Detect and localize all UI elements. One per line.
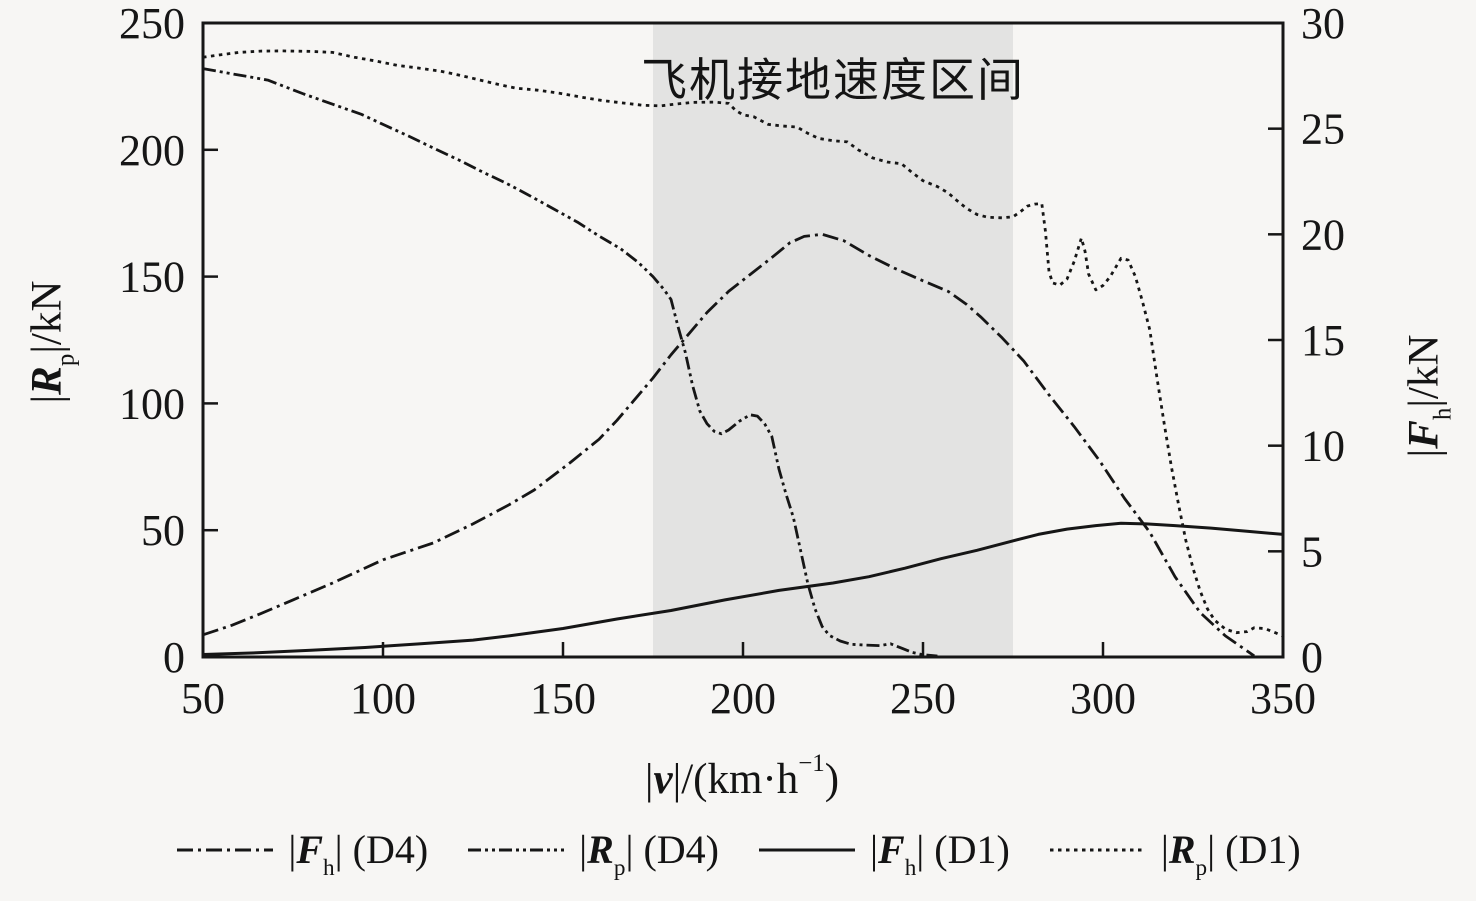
legend-line-sample-dashdotdot: [468, 848, 565, 851]
symbol-F: F: [1400, 420, 1448, 449]
subscript-h: h: [904, 854, 917, 881]
y-left-tick-label: 50: [141, 506, 185, 555]
bar-glyph: |: [23, 394, 71, 404]
legend-line-sample-dotted: [1049, 848, 1146, 851]
legend-label: |Rp| (D1): [1160, 826, 1301, 879]
symbol-F: F: [296, 827, 324, 872]
y-right-axis-label: |Fh|/kN: [1400, 334, 1457, 458]
x-tick-label: 350: [1250, 674, 1316, 723]
y-left-tick-label: 250: [119, 0, 185, 48]
symbol-R: R: [1168, 827, 1196, 872]
bar-glyph: |: [644, 756, 654, 803]
x-tick-label: 250: [890, 674, 956, 723]
y-left-axis-label: |Rp|/kN: [23, 280, 80, 404]
symbol-R: R: [23, 366, 71, 395]
y-right-tick-label: 0: [1301, 633, 1323, 682]
subscript-h: h: [323, 854, 335, 881]
y-right-tick-label: 15: [1301, 316, 1345, 365]
legend-item-fh-d1: |Fh| (D1): [757, 826, 1010, 879]
series-tag: | (D1): [916, 827, 1010, 872]
unit-text-close: ): [824, 756, 840, 803]
y-left-tick-label: 100: [119, 379, 185, 428]
series-tag: | (D4): [625, 827, 719, 872]
y-right-tick-label: 30: [1301, 0, 1345, 48]
legend-label: |Rp| (D4): [579, 826, 719, 879]
legend-item-rp-d4: |Rp| (D4): [466, 826, 719, 879]
legend-item-fh-d4: |Fh| (D4): [175, 826, 429, 879]
chart-title: 飞机接地速度区间: [641, 55, 1025, 106]
subscript-p: p: [613, 854, 626, 881]
symbol-v: v: [653, 756, 673, 803]
x-axis-label: |v|/(km·h−1): [644, 751, 840, 804]
bar-glyph: |: [288, 827, 297, 872]
series--rp-d1-: [202, 49, 1284, 638]
unit-text: |/kN: [1400, 334, 1448, 408]
x-tick-label: 300: [1070, 674, 1136, 723]
legend: |Fh| (D4) |Rp| (D4) |Fh| (D1) |Rp| (D1): [0, 826, 1476, 879]
y-right-tick-label: 20: [1301, 210, 1345, 259]
y-left-tick-label: 0: [163, 633, 185, 682]
legend-label: |Fh| (D1): [870, 826, 1010, 879]
x-tick-label: 150: [530, 674, 596, 723]
axis-box: [201, 21, 1285, 659]
y-left-tick-label: 150: [119, 253, 185, 302]
subscript-h: h: [1429, 407, 1457, 421]
series--fh-d1-: [202, 521, 1284, 656]
superscript-minus-one: −1: [798, 750, 825, 778]
symbol-R: R: [587, 827, 614, 872]
series--rp-d4-: [202, 67, 938, 658]
series--fh-d4-: [202, 232, 1255, 658]
bar-glyph: |: [870, 827, 879, 872]
x-tick-label: 100: [350, 674, 416, 723]
x-tick-label: 200: [710, 674, 776, 723]
subscript-p: p: [1195, 854, 1208, 881]
legend-line-sample-dashdot: [177, 848, 274, 851]
y-left-tick-label: 200: [119, 126, 185, 175]
touchdown-band: [653, 24, 1013, 656]
unit-text: |/(km·h: [672, 756, 799, 803]
bar-glyph: |: [1160, 827, 1169, 872]
unit-text: |/kN: [23, 280, 71, 354]
y-right-tick-label: 10: [1301, 422, 1345, 471]
x-tick-label: 50: [181, 674, 225, 723]
bar-glyph: |: [1400, 448, 1448, 458]
symbol-F: F: [878, 827, 905, 872]
legend-item-rp-d1: |Rp| (D1): [1048, 826, 1301, 879]
y-right-tick-label: 5: [1301, 527, 1323, 576]
series-tag: | (D4): [334, 827, 429, 872]
subscript-p: p: [52, 353, 80, 367]
series-tag: | (D1): [1207, 827, 1301, 872]
y-right-tick-label: 25: [1301, 105, 1345, 154]
legend-line-sample-solid: [759, 848, 855, 851]
legend-label: |Fh| (D4): [288, 826, 429, 879]
bar-glyph: |: [579, 827, 588, 872]
